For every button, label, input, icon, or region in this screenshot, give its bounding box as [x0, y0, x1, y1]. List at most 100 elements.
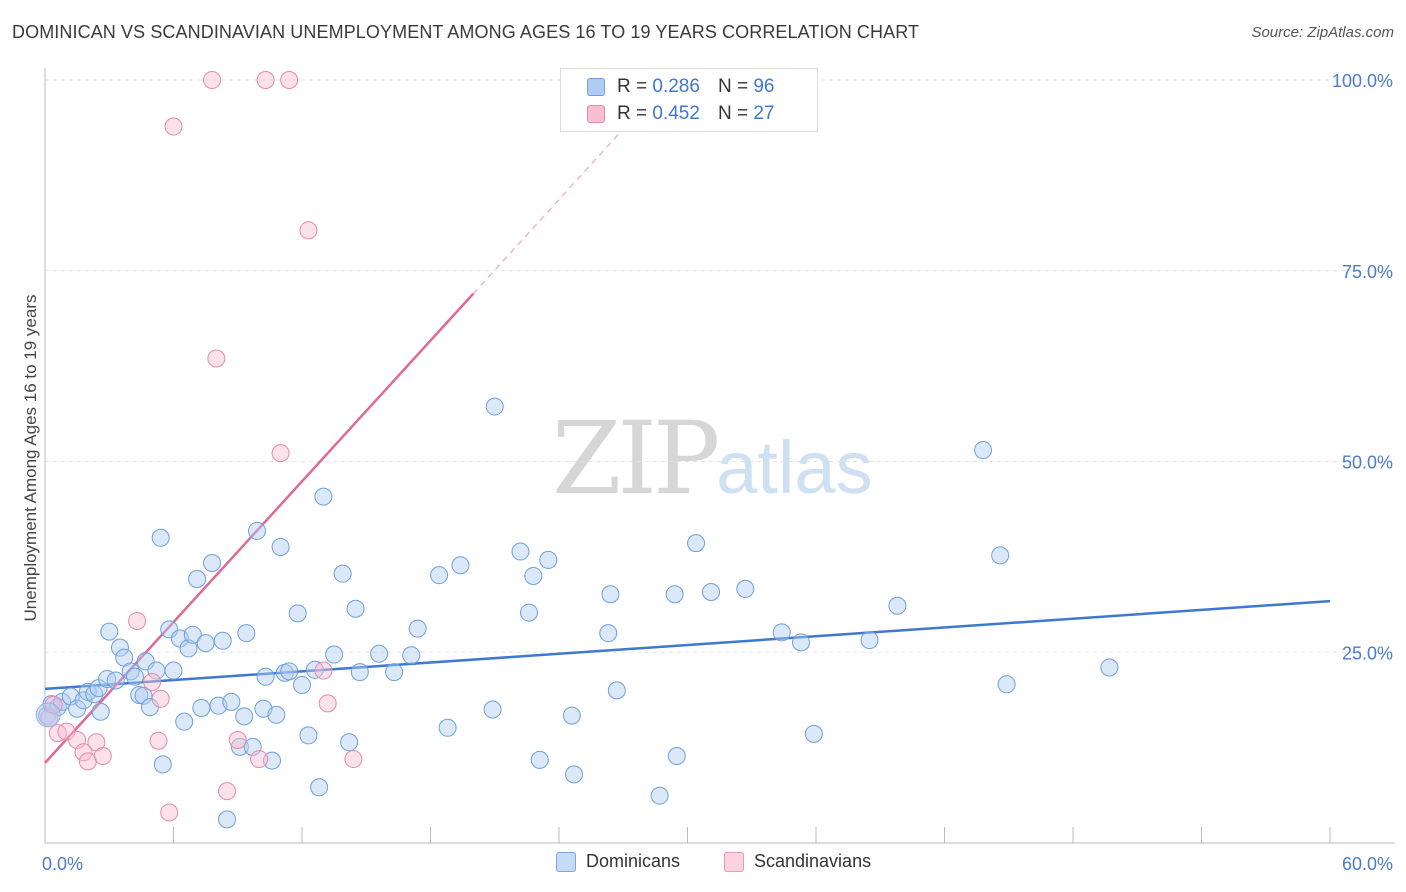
dominican-point: [346, 599, 365, 618]
dominican-point: [310, 778, 329, 797]
dominican-point: [340, 733, 359, 752]
dominican-point: [991, 546, 1010, 565]
dominican-point: [860, 631, 879, 650]
dominican-point: [599, 624, 618, 643]
dominican-point: [192, 698, 211, 717]
dominican-point: [325, 645, 344, 664]
dominican-point: [702, 582, 721, 601]
dominican-point: [237, 624, 256, 643]
dominican-point: [91, 702, 110, 721]
legend-n-label: N =: [717, 76, 749, 97]
dominican-point: [222, 692, 241, 711]
grid-lines: [45, 79, 1390, 653]
data-points: [35, 71, 1119, 829]
dominican-point: [213, 631, 232, 650]
scandinavian-point: [128, 611, 147, 630]
scandinavians-n-value: 27: [753, 103, 775, 124]
watermark: ZIPatlas: [552, 400, 873, 517]
dominican-point: [804, 724, 823, 743]
legend-item-scandinavians[interactable]: Scandinavians: [724, 851, 871, 872]
y-tick-label: 75.0%: [1342, 262, 1393, 282]
dominican-point: [280, 662, 299, 681]
watermark-atlas: atlas: [716, 426, 873, 509]
dominican-point: [451, 556, 470, 575]
scandinavian-point: [228, 730, 247, 749]
legend-row-scandinavians: R = 0.452 N = 27: [587, 101, 774, 127]
dominican-point: [539, 550, 558, 569]
dominican-point: [333, 564, 352, 583]
dominican-point: [1100, 658, 1119, 677]
dominican-point: [485, 397, 504, 416]
dominican-point: [203, 553, 222, 572]
dominican-point: [772, 623, 791, 642]
scandinavian-point: [314, 661, 333, 680]
dominican-point: [402, 646, 421, 665]
dominican-point: [35, 702, 61, 728]
scandinavians-r-value: 0.452: [652, 103, 700, 124]
scandinavian-point: [218, 782, 237, 801]
trend-lines: [44, 121, 1331, 764]
dominican-point: [196, 634, 215, 653]
y-tick-label: 25.0%: [1342, 643, 1393, 663]
y-tick-label: 50.0%: [1342, 453, 1393, 473]
dominican-point: [530, 750, 549, 769]
dominican-point: [188, 570, 207, 589]
scandinavian-point: [151, 689, 170, 708]
legend-r-label: R =: [617, 76, 648, 97]
axes: [44, 68, 1395, 844]
watermark-zip: ZIP: [552, 400, 720, 517]
scandinavian-point: [93, 747, 112, 766]
legend-row-dominicans: R = 0.286 N = 96: [587, 74, 774, 100]
dominicans-legend-swatch: [556, 851, 576, 872]
scandinavian-point: [271, 444, 290, 463]
dominican-point: [430, 566, 449, 585]
dominican-point: [288, 604, 307, 623]
dominican-point: [483, 700, 502, 719]
dominican-point: [687, 534, 706, 553]
dominican-point: [350, 663, 369, 682]
dominican-point: [218, 810, 237, 829]
scandinavian-point: [143, 673, 162, 692]
scandinavian-point: [149, 731, 168, 750]
legend-item-dominicans[interactable]: Dominicans: [556, 851, 680, 872]
dominican-point: [385, 663, 404, 682]
dominican-trend-line: [44, 599, 1331, 691]
dominican-point: [601, 585, 620, 604]
dominican-point: [370, 644, 389, 663]
scandinavian-trend-extension: [472, 121, 631, 295]
dominicans-n-value: 96: [753, 76, 775, 97]
y-axis-title: Unemployment Among Ages 16 to 19 years: [21, 295, 40, 622]
dominican-point: [888, 596, 907, 615]
dominican-point: [564, 765, 583, 784]
scandinavian-point: [250, 750, 269, 769]
dominican-point: [256, 667, 275, 686]
dominican-point: [100, 622, 119, 641]
dominican-point: [438, 718, 457, 737]
scandinavians-swatch: [587, 105, 605, 123]
x-tick-label: 60.0%: [1342, 854, 1393, 874]
dominican-point: [179, 639, 198, 658]
dominican-point: [974, 441, 993, 460]
legend-r-label: R =: [617, 103, 648, 124]
dominican-point: [299, 726, 318, 745]
dominican-point: [110, 638, 129, 657]
dominican-point: [153, 755, 172, 774]
dominican-point: [267, 705, 286, 724]
dominican-point: [792, 633, 811, 652]
dominican-point: [667, 747, 686, 766]
scandinavian-trend-line: [44, 292, 475, 764]
scandinavian-point: [280, 71, 299, 89]
dominican-point: [151, 528, 170, 547]
dominican-point: [562, 706, 581, 725]
scandinavian-point: [207, 349, 226, 368]
dominican-point: [248, 521, 267, 540]
dominican-point: [134, 686, 153, 705]
dominican-point: [293, 676, 311, 695]
dominican-point: [665, 585, 684, 604]
scandinavian-point: [78, 752, 97, 771]
scandinavian-point: [160, 803, 179, 822]
dominicans-swatch: [587, 78, 605, 96]
x-tick-label: 0.0%: [42, 854, 83, 874]
source-label: Source: ZipAtlas.com: [1251, 24, 1394, 41]
